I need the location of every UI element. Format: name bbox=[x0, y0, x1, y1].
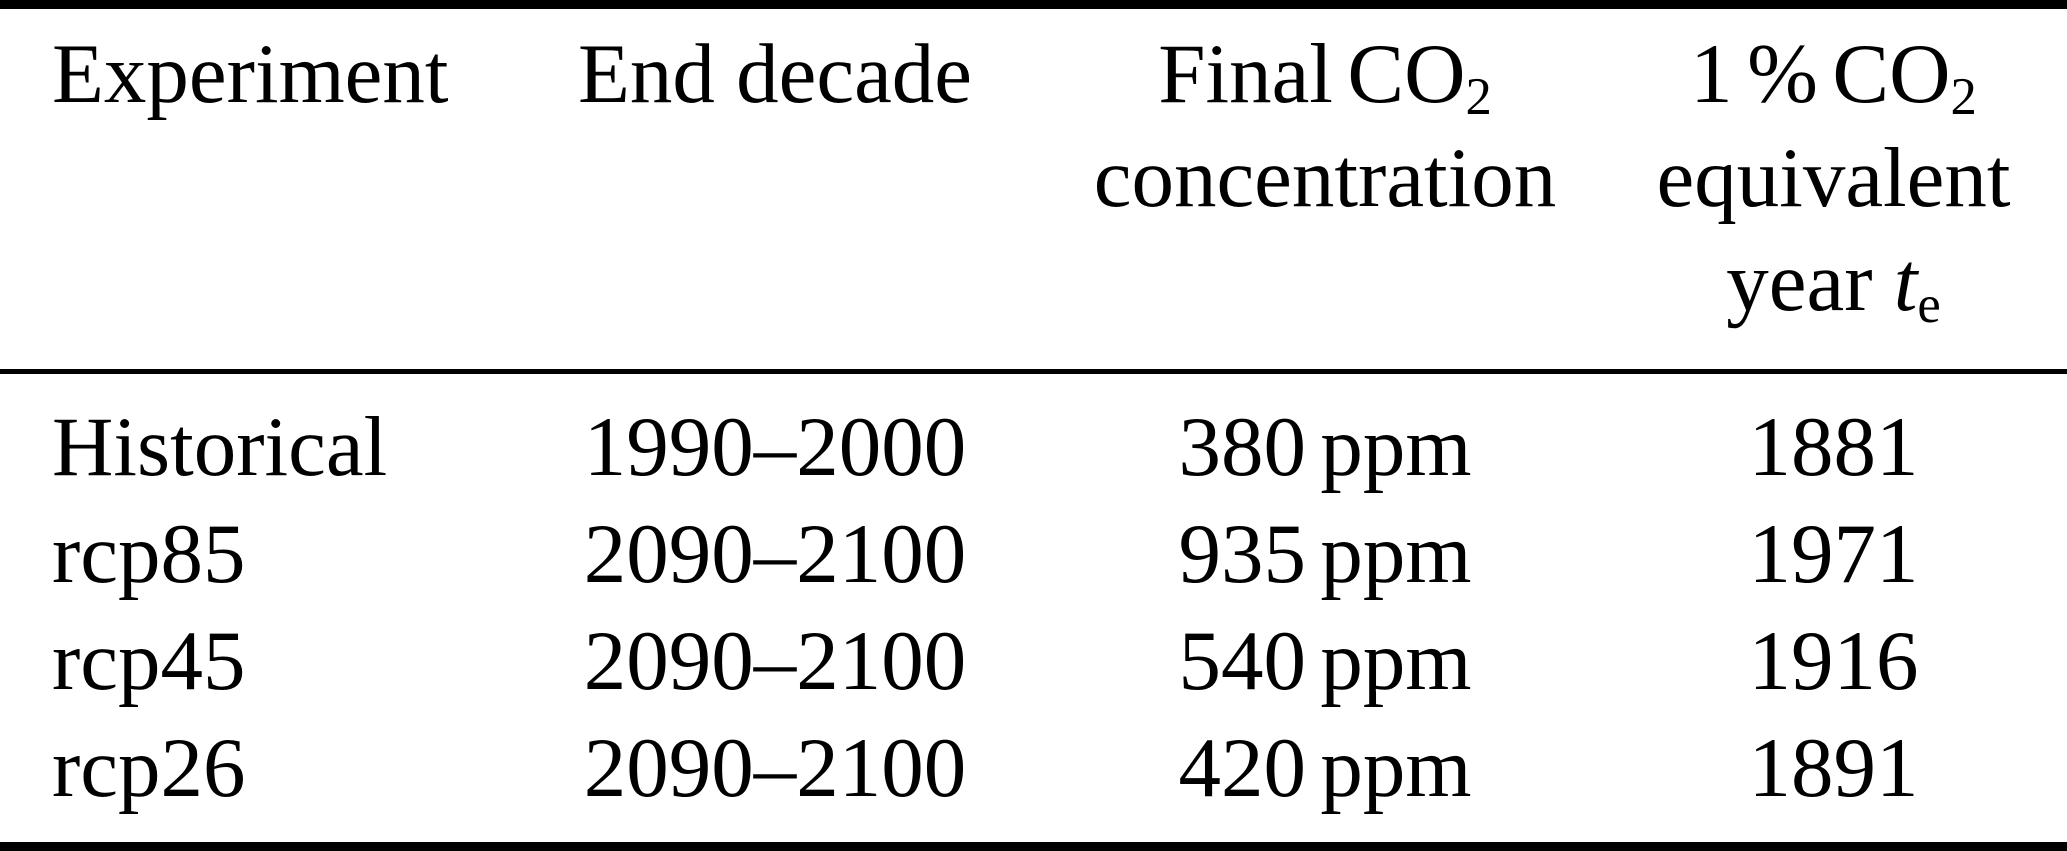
table-header-row: Experiment End decade Final CO2 concentr… bbox=[0, 9, 2067, 334]
column-header-experiment: Experiment bbox=[0, 22, 500, 334]
cell-experiment: rcp26 bbox=[52, 721, 246, 815]
header-line: equivalent bbox=[1656, 131, 2011, 225]
column-header-final-co2: Final CO2 concentration bbox=[1050, 22, 1600, 334]
column-header-end-decade: End decade bbox=[500, 22, 1050, 334]
te-subscript: e bbox=[1917, 275, 1941, 334]
te-variable: t bbox=[1893, 235, 1918, 329]
cell-end-decade: 2090–2100 bbox=[583, 721, 967, 815]
table-mid-rule bbox=[0, 369, 2067, 374]
cell-equivalent-year: 1891 bbox=[1748, 721, 1919, 815]
table-row: rcp45 2090–2100 540 ppm 1916 bbox=[0, 608, 2067, 715]
cell-equivalent-year: 1971 bbox=[1748, 507, 1919, 601]
table-row: rcp26 2090–2100 420 ppm 1891 bbox=[0, 715, 2067, 822]
header-line: year te bbox=[1600, 230, 2067, 334]
table-bottom-rule bbox=[0, 842, 2067, 851]
header-text: year bbox=[1726, 235, 1894, 329]
table-body: Historical 1990–2000 380 ppm 1881 rcp85 … bbox=[0, 375, 2067, 822]
cell-experiment: rcp85 bbox=[52, 507, 246, 601]
header-text: Final CO bbox=[1158, 27, 1466, 121]
table-row: Historical 1990–2000 380 ppm 1881 bbox=[0, 394, 2067, 501]
cell-end-decade: 2090–2100 bbox=[583, 507, 967, 601]
table-top-rule bbox=[0, 0, 2067, 9]
co2-subscript: 2 bbox=[1950, 67, 1977, 126]
header-line: End decade bbox=[577, 27, 973, 121]
co2-subscript: 2 bbox=[1465, 67, 1492, 126]
cell-end-decade: 2090–2100 bbox=[583, 614, 967, 708]
column-header-co2-equivalent-year: 1 % CO2 equivalent year te bbox=[1600, 22, 2067, 334]
cell-end-decade: 1990–2000 bbox=[583, 400, 967, 494]
header-line: 1 % CO2 bbox=[1600, 22, 2067, 126]
header-text: 1 % CO bbox=[1690, 27, 1951, 121]
cell-final-co2: 540 ppm bbox=[1178, 614, 1472, 708]
cell-experiment: rcp45 bbox=[52, 614, 246, 708]
cell-experiment: Historical bbox=[52, 400, 388, 494]
cell-equivalent-year: 1916 bbox=[1748, 614, 1919, 708]
cell-equivalent-year: 1881 bbox=[1748, 400, 1919, 494]
header-line: Final CO2 bbox=[1050, 22, 1600, 126]
header-line: Experiment bbox=[52, 27, 449, 121]
cell-final-co2: 380 ppm bbox=[1178, 400, 1472, 494]
header-line: concentration bbox=[1093, 131, 1557, 225]
cell-final-co2: 420 ppm bbox=[1178, 721, 1472, 815]
table-row: rcp85 2090–2100 935 ppm 1971 bbox=[0, 501, 2067, 608]
cell-final-co2: 935 ppm bbox=[1178, 507, 1472, 601]
